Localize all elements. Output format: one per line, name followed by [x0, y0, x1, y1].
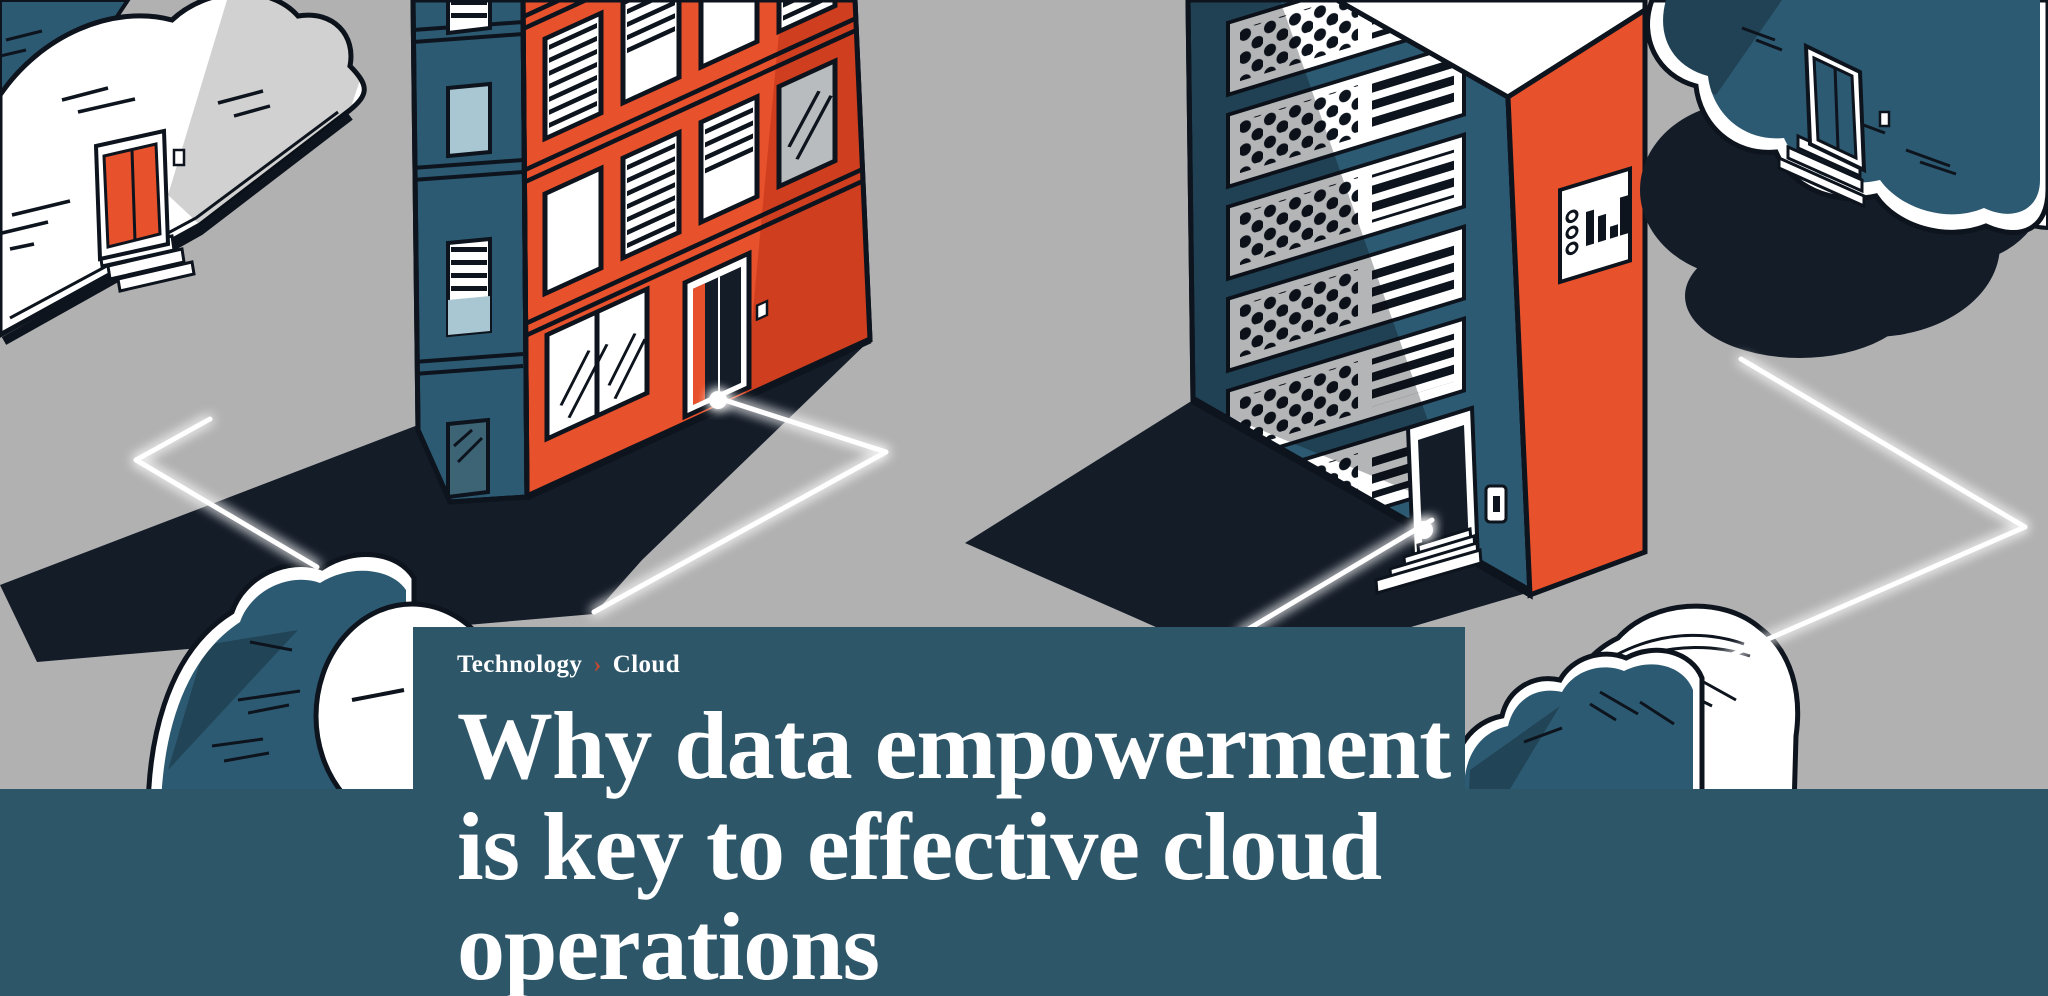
doorbell-icon-server [1484, 484, 1508, 524]
server-tower-illustration [965, 0, 1648, 672]
building-shade [745, 0, 870, 397]
breadcrumb-link-technology[interactable]: Technology [457, 651, 583, 678]
door-icon-top-right-cloud [1777, 42, 1891, 209]
glowing-network-lines [133, 356, 2028, 663]
article-title: Why data empowerment is key to effective… [457, 691, 1451, 996]
door-icon-top-left-cloud [93, 128, 196, 293]
doorbell-icon [1878, 110, 1891, 128]
breadcrumb-separator-icon: › [593, 652, 602, 678]
server-status-panel [1558, 165, 1632, 285]
cloud-bottom-left [145, 552, 511, 863]
building-illustration [410, 0, 873, 505]
doorbell-icon [755, 299, 769, 322]
building-side-windows [413, 0, 524, 500]
network-line-server-door [1237, 517, 1435, 637]
cloud-top-right [1640, 0, 2048, 358]
door-glow [709, 391, 727, 409]
network-line-building-door [591, 395, 889, 615]
article-header-panel: Technology › Cloud Why data empowerment is… [413, 627, 1465, 996]
building-front-windows [523, 0, 870, 443]
door-icon-building [682, 249, 752, 421]
title-line-1: Why data empowerment [457, 691, 1451, 799]
cloud-top-left [0, 0, 367, 345]
doorbell-icon [172, 148, 186, 167]
building-shadow [0, 340, 870, 662]
title-line-3: operations [457, 893, 880, 996]
breadcrumb: Technology › Cloud [457, 651, 1449, 680]
network-line-left-chevron [133, 416, 320, 570]
network-line-right-chevron [1717, 356, 2028, 663]
server-side-face [1505, 5, 1648, 599]
door-glow [1415, 521, 1433, 539]
server-shadow [965, 400, 1530, 672]
breadcrumb-link-cloud[interactable]: Cloud [612, 651, 681, 678]
title-line-2: is key to effective cloud [457, 792, 1382, 900]
